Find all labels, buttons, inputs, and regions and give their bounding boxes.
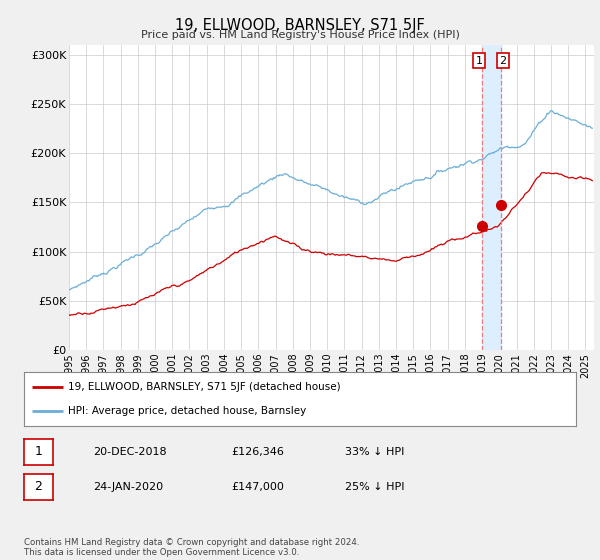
Text: £147,000: £147,000 [231,482,284,492]
Bar [482,45,500,350]
Text: Contains HM Land Registry data © Crown copyright and database right 2024.
This d: Contains HM Land Registry data © Crown c… [24,538,359,557]
Text: HPI: Average price, detached house, Barnsley: HPI: Average price, detached house, Barn… [68,406,307,416]
Text: 19, ELLWOOD, BARNSLEY, S71 5JF: 19, ELLWOOD, BARNSLEY, S71 5JF [175,18,425,33]
Text: 19, ELLWOOD, BARNSLEY, S71 5JF (detached house): 19, ELLWOOD, BARNSLEY, S71 5JF (detached… [68,382,341,392]
Text: 20-DEC-2018: 20-DEC-2018 [93,447,167,457]
Text: 24-JAN-2020: 24-JAN-2020 [93,482,163,492]
Text: 33% ↓ HPI: 33% ↓ HPI [345,447,404,457]
Text: 2: 2 [500,55,506,66]
Text: £126,346: £126,346 [231,447,284,457]
Text: 1: 1 [34,445,43,459]
Text: Price paid vs. HM Land Registry's House Price Index (HPI): Price paid vs. HM Land Registry's House … [140,30,460,40]
Text: 25% ↓ HPI: 25% ↓ HPI [345,482,404,492]
Text: 2: 2 [34,480,43,493]
Text: 1: 1 [476,55,482,66]
